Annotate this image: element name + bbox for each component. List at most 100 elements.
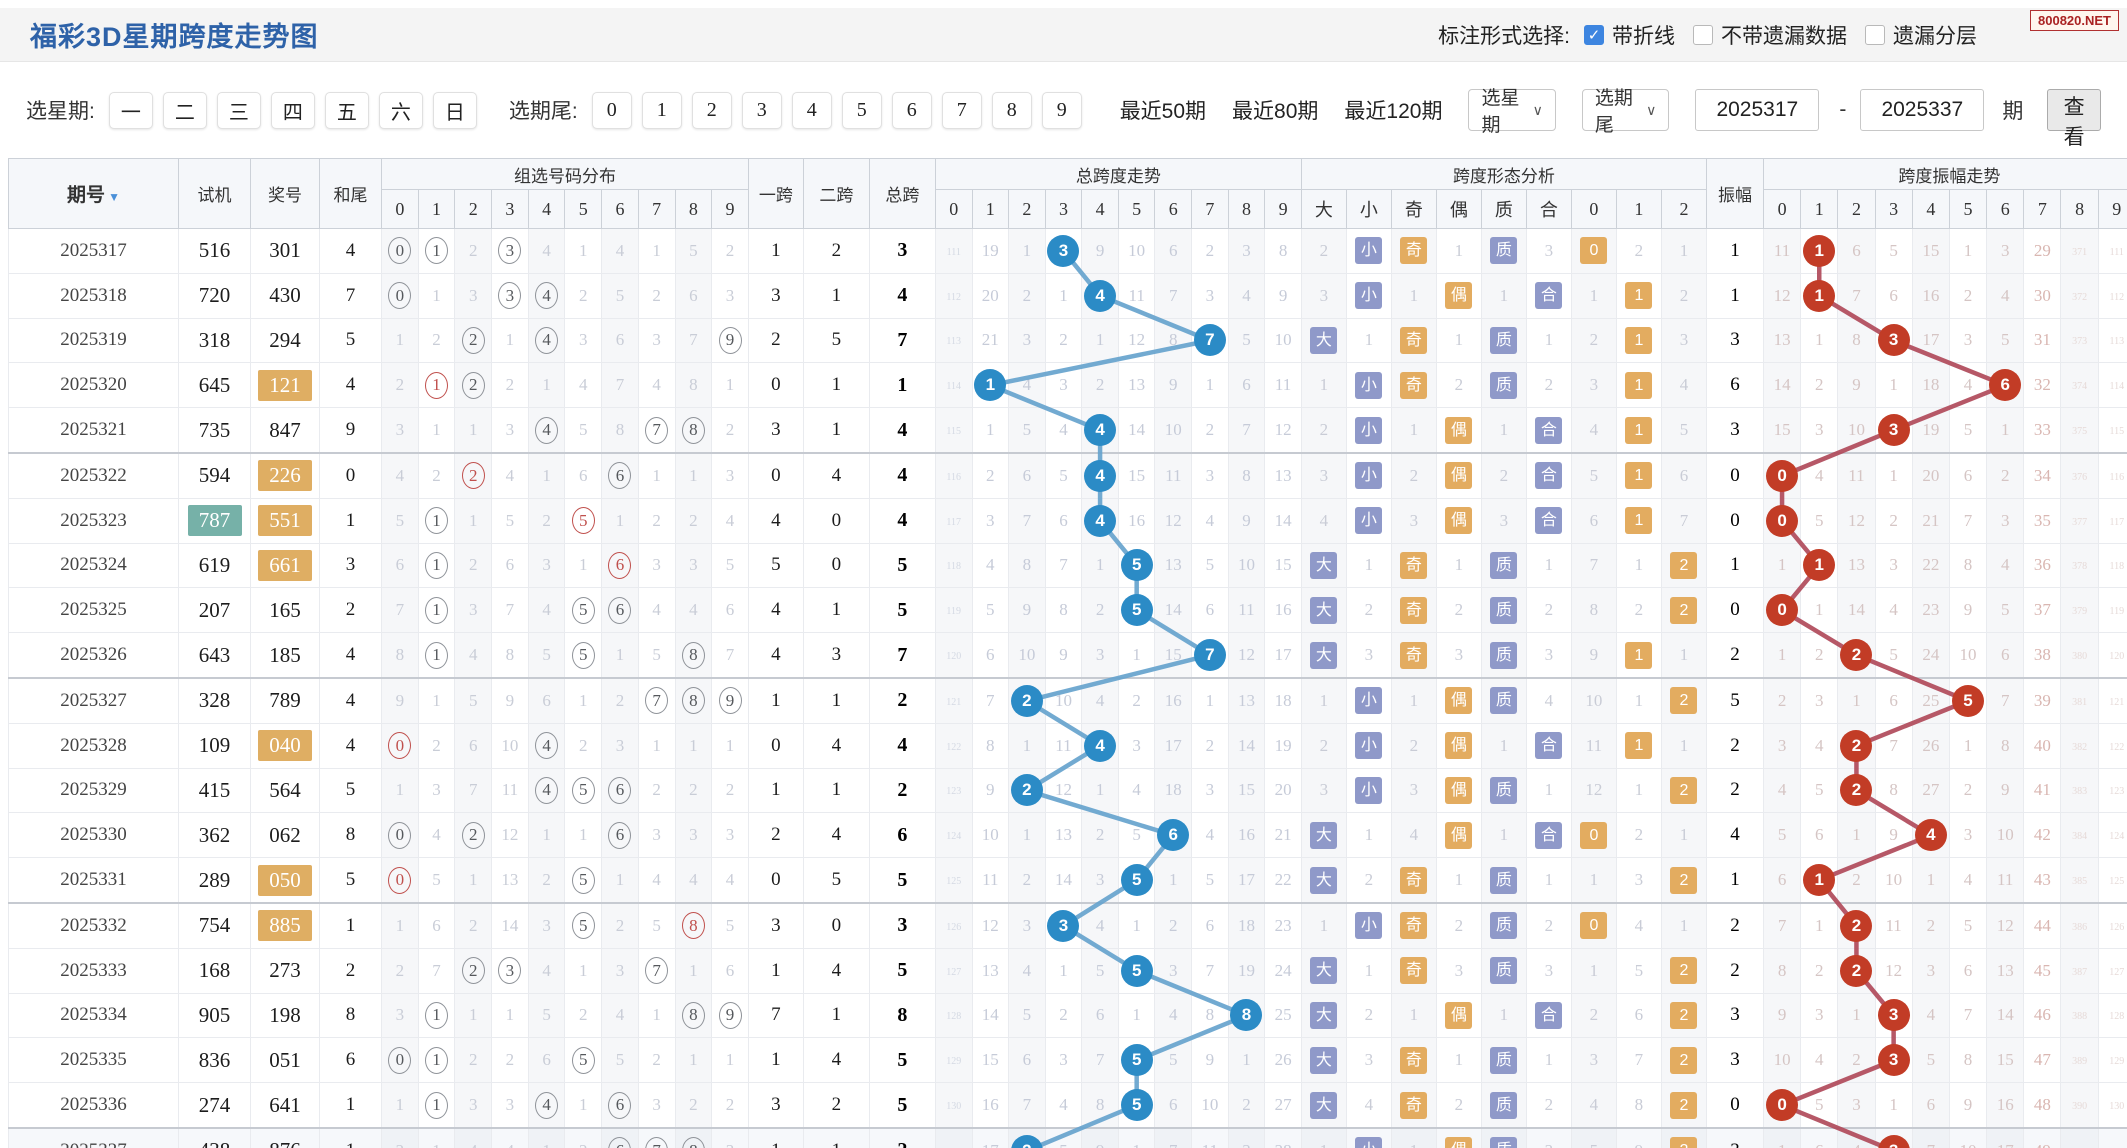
view-button[interactable]: 查看 (2047, 89, 2101, 149)
recent-range-link[interactable]: 最近50期 (1119, 100, 1207, 123)
form-cell: 偶 (1435, 452, 1482, 499)
form-cell: 3 (1345, 1037, 1392, 1084)
week-button[interactable]: 五 (324, 91, 369, 129)
checkbox-unchecked[interactable] (1865, 24, 1885, 45)
col-header-period[interactable]: 期号 ▼ (8, 158, 179, 229)
k1-cell: 1 (747, 1037, 804, 1084)
dist-cell: 2 (711, 1082, 749, 1129)
dist-cell: 4 (637, 857, 676, 904)
amp-trend-cell: 6 (1800, 812, 1839, 859)
dist-cell: 3 (674, 542, 713, 589)
dist-cell: 5 (527, 632, 566, 679)
dist-cell: 6 (601, 542, 639, 589)
week-button[interactable]: 四 (270, 91, 315, 129)
span-omission: 14 (1274, 510, 1292, 530)
span-trend-cell: 12 (1154, 497, 1193, 544)
dist-cell: 2 (454, 452, 493, 499)
chevron-down-icon: ∨ (1532, 101, 1543, 118)
span-trend-cell: 11 (1227, 587, 1266, 634)
period-cell: 2025335 (8, 1037, 179, 1084)
dist-cell: 2 (454, 1037, 493, 1084)
dist-cell: 3 (491, 407, 529, 454)
dist-cell: 1 (381, 767, 419, 814)
form-cell: 偶 (1435, 407, 1482, 454)
k2-cell: 0 (802, 497, 870, 544)
k1-cell: 0 (747, 362, 804, 409)
amp-trend-cell: 23 (1911, 587, 1950, 634)
week-button[interactable]: 一 (108, 91, 153, 129)
span-trend-cell: 14 (1117, 407, 1156, 454)
amp-trend-cell: 4 (1874, 587, 1913, 634)
dist-cell: 2 (674, 497, 713, 544)
span-omission: 2 (1059, 330, 1068, 350)
span-trend-cell: 13 (1117, 362, 1156, 409)
span-omission: 13 (1054, 825, 1072, 845)
dist-digit-header: 7 (637, 189, 676, 229)
form-cell: 1 (1615, 632, 1662, 679)
week-dropdown[interactable]: 选星期 ∨ (1468, 88, 1556, 136)
form-cell: 3 (1345, 632, 1392, 679)
amp-omission: 1 (1815, 600, 1824, 620)
form-cell: 质 (1480, 362, 1527, 409)
form-cell: 质 (1480, 1037, 1527, 1084)
recent-range-link[interactable]: 最近120期 (1344, 100, 1443, 123)
checkbox-checked[interactable]: ✓ (1584, 24, 1604, 45)
recent-range-link[interactable]: 最近80期 (1232, 100, 1319, 123)
span-trend-cell: 10 (971, 812, 1010, 859)
week-button[interactable]: 六 (378, 91, 423, 129)
form-cell: 质 (1480, 632, 1527, 679)
week-button[interactable]: 二 (162, 91, 207, 129)
span-omission: 20 (981, 285, 999, 305)
span-omission: 111 (946, 246, 961, 258)
tail-button[interactable]: 3 (741, 91, 782, 129)
span-omission: 14 (1054, 870, 1072, 890)
amp-trend-cell: 2 (1837, 902, 1876, 949)
span-trend-cell: 5 (1044, 452, 1083, 499)
table-row: 2025333 168 273 2 2 7 2 3 4 1 3 7 1 6 1 4 5 127 13 4 1 5 5 3 7 19… (8, 947, 2127, 994)
week-button[interactable]: 三 (216, 91, 261, 129)
tail-button[interactable]: 6 (891, 91, 932, 129)
amp-trend-cell: 112 (2097, 272, 2127, 319)
span-trend-cell: 2 (1008, 272, 1046, 319)
sort-icon[interactable]: ▼ (108, 190, 120, 204)
amp-trend-cell: 19 (1911, 407, 1950, 454)
form-cell: 质 (1480, 587, 1527, 634)
tail-button[interactable]: 0 (591, 91, 632, 129)
tail-button[interactable]: 1 (641, 91, 682, 129)
span-omission: 3 (1205, 465, 1215, 485)
amp-trend-cell: 6 (1800, 1127, 1839, 1148)
dist-cell: 3 (491, 272, 529, 319)
span-omission: 6 (1059, 510, 1068, 530)
span-trend-cell: 4 (1154, 992, 1193, 1039)
hewei-cell: 1 (319, 1082, 382, 1129)
form-badge: 0 (1580, 912, 1608, 940)
tail-button[interactable]: 2 (691, 91, 732, 129)
span-omission: 128 (946, 1011, 962, 1023)
span-omission: 15 (1128, 465, 1146, 485)
span-trend-cell: 15 (1117, 452, 1156, 499)
tail-button[interactable]: 5 (841, 91, 882, 129)
form-badge: 小 (1355, 371, 1383, 399)
prize-cell: 789 (250, 677, 320, 724)
period-cell: 2025323 (8, 497, 179, 544)
week-button[interactable]: 日 (432, 91, 477, 129)
span-cell: 5 (868, 542, 936, 589)
span-omission: 4 (1169, 1005, 1178, 1025)
span-trend-cell: 13 (1154, 542, 1193, 589)
tail-button[interactable]: 7 (941, 91, 982, 129)
amp-trend-cell: 11 (1986, 857, 2025, 904)
tail-button[interactable]: 9 (1041, 91, 1082, 129)
form-badge: 大 (1310, 821, 1338, 849)
tail-dropdown[interactable]: 选期尾 ∨ (1581, 88, 1670, 136)
dist-cell: 4 (527, 228, 566, 274)
checkbox-unchecked[interactable] (1693, 24, 1713, 45)
tail-button[interactable]: 8 (991, 91, 1032, 129)
amp-trend-cell: 129 (2097, 1037, 2127, 1084)
form-badge: 2 (1670, 1001, 1698, 1029)
tail-button[interactable]: 4 (791, 91, 832, 129)
range-start-input[interactable] (1695, 89, 1820, 131)
amp-trend-cell: 8 (1762, 947, 1802, 994)
range-end-input[interactable] (1860, 89, 1985, 131)
span-omission: 10 (1054, 690, 1072, 710)
span-trend-cell: 6 (1227, 362, 1266, 409)
